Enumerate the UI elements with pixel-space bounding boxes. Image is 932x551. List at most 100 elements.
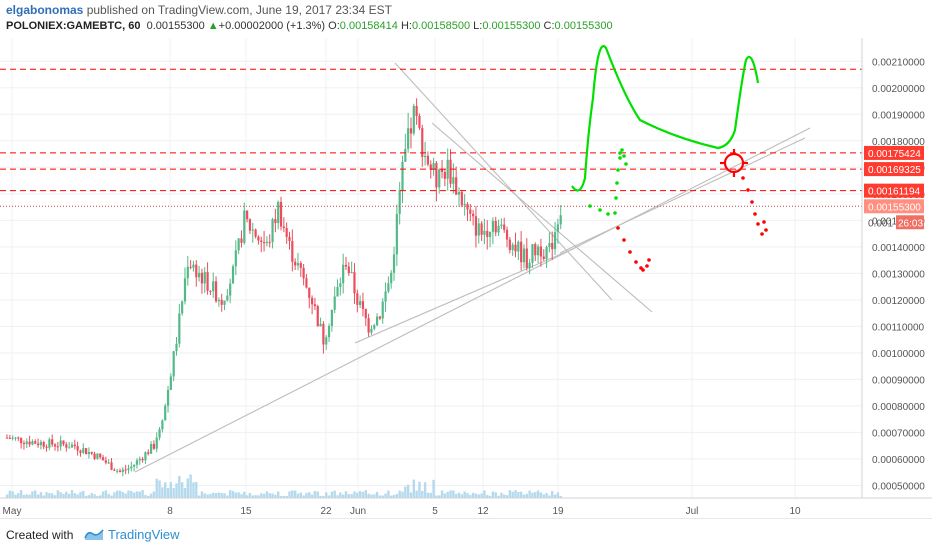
- price-tick-label: 0.00140000: [872, 243, 925, 254]
- footer: Created with TradingView: [0, 518, 932, 551]
- candle-body: [127, 468, 130, 470]
- volume-bar: [192, 482, 195, 498]
- candle-body: [375, 316, 379, 326]
- candle-body: [522, 248, 526, 263]
- volume-bars: [5, 474, 562, 498]
- volume-bar: [161, 487, 164, 498]
- volume-bar: [45, 492, 48, 498]
- volume-bar: [293, 490, 297, 498]
- volume-bar: [245, 495, 249, 498]
- candle-body: [73, 444, 76, 447]
- volume-bar: [169, 482, 173, 498]
- tradingview-logo-icon: [84, 529, 104, 540]
- candle-body: [175, 343, 178, 352]
- price-tick-label: 0.00180000: [872, 137, 925, 148]
- red-dot: [616, 226, 620, 230]
- candle-body: [367, 318, 370, 333]
- volume-bar: [452, 490, 455, 498]
- volume-bar: [534, 492, 537, 498]
- green-dot: [618, 156, 622, 160]
- candle-body: [517, 241, 520, 252]
- low-value: 0.00155300: [482, 20, 541, 32]
- volume-bar: [519, 491, 523, 498]
- candle-body: [330, 309, 333, 326]
- volume-bar: [528, 490, 531, 498]
- candle-body: [384, 291, 387, 302]
- candle-body: [390, 272, 393, 284]
- volume-bar: [392, 494, 396, 498]
- candle-body: [407, 128, 410, 149]
- green-dot: [616, 168, 620, 172]
- volume-bar: [316, 491, 319, 498]
- candle-body: [62, 440, 65, 445]
- time-tick-label: 12: [477, 506, 489, 517]
- volume-bar: [423, 482, 427, 498]
- volume-bar: [262, 493, 266, 498]
- symbol-label: POLONIEX:GAMEBTC, 60: [6, 20, 141, 32]
- candle-body: [491, 220, 494, 232]
- price-tick-label: 0.00130000: [872, 269, 925, 280]
- volume-bar: [494, 492, 497, 498]
- volume-bar: [234, 492, 238, 498]
- candle-body: [186, 266, 189, 279]
- candle-body: [477, 223, 480, 236]
- red-dot: [750, 200, 754, 204]
- candle-body: [342, 264, 345, 284]
- volume-bar: [90, 493, 93, 498]
- volume-bar: [435, 495, 438, 498]
- candle-body: [412, 105, 415, 134]
- volume-bar: [158, 480, 161, 498]
- price-label: 0.00175424: [868, 149, 921, 160]
- price-tick-label: 0.00080000: [872, 402, 925, 413]
- red-dot: [634, 260, 638, 264]
- volume-bar: [107, 493, 110, 498]
- volume-bar: [209, 493, 212, 498]
- volume-bar: [166, 488, 170, 498]
- price-change: +0.00002000 (+1.3%): [218, 20, 326, 32]
- volume-bar: [96, 495, 99, 498]
- candle-body: [141, 458, 144, 461]
- candle-body: [488, 231, 492, 237]
- volume-bar: [556, 492, 560, 498]
- volume-bar: [378, 495, 382, 498]
- candle-body: [164, 405, 167, 421]
- volume-bar: [353, 491, 356, 498]
- green-dot: [618, 151, 622, 155]
- time-axis[interactable]: May 8 15 22 Jun 5 12 19 Jul 10: [3, 506, 801, 517]
- volume-bar: [361, 491, 365, 498]
- volume-bar: [93, 494, 96, 498]
- tradingview-brand[interactable]: TradingView: [108, 527, 180, 542]
- price-tick-label: 0.00070000: [872, 428, 925, 439]
- candle-body: [42, 442, 45, 447]
- price-chart[interactable]: 0.00210000 0.00200000 0.00190000 0.00180000…: [0, 38, 932, 518]
- candle-body: [294, 261, 297, 266]
- candle-body: [34, 441, 37, 444]
- author-link[interactable]: elgabonomas: [6, 3, 84, 17]
- price-tick-label: 0.00120000: [872, 296, 925, 307]
- candle-body: [534, 244, 537, 256]
- candle-body: [166, 389, 170, 406]
- volume-bar: [449, 490, 452, 498]
- volume-bar: [483, 490, 486, 498]
- candle-body: [553, 232, 557, 250]
- trendline: [559, 137, 806, 254]
- candle-body: [262, 242, 266, 244]
- volume-bar: [155, 478, 158, 498]
- candle-body: [195, 264, 198, 278]
- trendlines: [134, 62, 811, 473]
- price-label-bg: [864, 162, 924, 177]
- volume-bar: [53, 495, 57, 498]
- time-tick-label: 8: [167, 506, 173, 517]
- partial-price-label: 0.001: [868, 218, 893, 229]
- candle-body: [288, 236, 291, 241]
- price-tick-label: 0.00050000: [872, 481, 925, 492]
- trendline: [354, 247, 576, 344]
- candle-body: [161, 420, 164, 430]
- volume-bar: [141, 490, 144, 498]
- volume-bar: [412, 479, 415, 498]
- candle-body: [271, 219, 274, 243]
- candle-body: [429, 164, 432, 170]
- candle-body: [234, 250, 237, 267]
- candle-body: [401, 161, 404, 191]
- trendline: [134, 127, 811, 473]
